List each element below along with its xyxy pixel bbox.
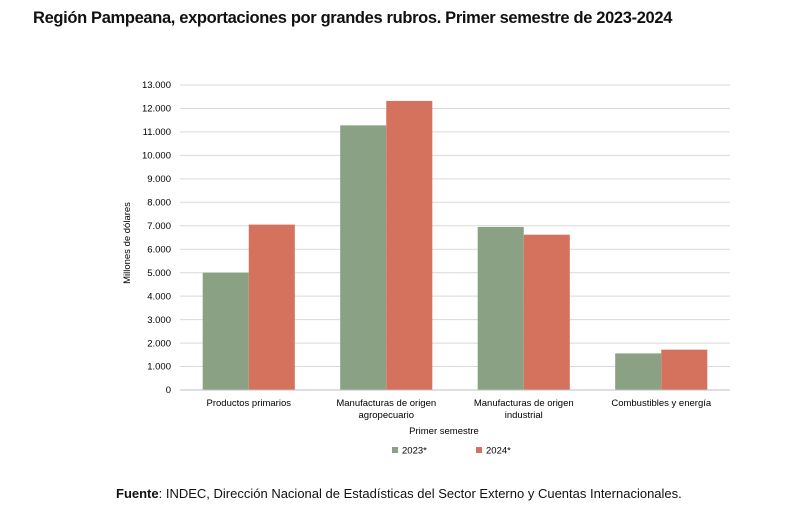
- x-tick-label: Productos primarios: [207, 398, 292, 409]
- legend: 2023* 2024*: [392, 446, 511, 457]
- bar-2023-3: [615, 353, 662, 390]
- bar-2023-0: [202, 272, 249, 390]
- y-tick-label: 1.000: [147, 362, 171, 373]
- y-tick-label: 10.000: [142, 151, 171, 162]
- source-note: Fuente: INDEC, Dirección Nacional de Est…: [116, 486, 682, 501]
- bar-2023-1: [340, 125, 387, 390]
- y-tick-label: 0: [166, 385, 171, 396]
- source-text: : INDEC, Dirección Nacional de Estadísti…: [158, 486, 682, 501]
- legend-label: 2024*: [486, 446, 511, 457]
- bar-2024-3: [661, 349, 708, 390]
- x-axis-category-labels: Productos primarios Manufacturas de orige…: [207, 398, 712, 421]
- y-tick-label: 3.000: [147, 315, 171, 326]
- y-tick-label: 7.000: [147, 221, 171, 232]
- chart-title: Región Pampeana, exportaciones por grand…: [33, 9, 673, 27]
- y-axis-label: Millones de dólares: [122, 202, 133, 284]
- y-tick-label: 6.000: [147, 244, 171, 255]
- x-tick-label: Manufacturas de origen agropecuario: [336, 398, 436, 421]
- x-axis-label: Primer semestre: [409, 426, 479, 437]
- x-tick-label: Manufacturas de origen industrial: [474, 398, 574, 421]
- bar-2024-2: [523, 234, 570, 390]
- legend-swatch: [476, 447, 482, 453]
- bar-2024-0: [248, 224, 295, 390]
- y-tick-label: 2.000: [147, 338, 171, 349]
- y-axis-ticks: 0 1.000 2.000 3.000 4.000 5.000 6.000 7.000 8.00…: [142, 80, 171, 396]
- bars: [202, 100, 708, 390]
- bar-2024-1: [386, 100, 433, 390]
- gridlines: [180, 84, 730, 368]
- y-tick-label: 13.000: [142, 80, 171, 91]
- y-tick-label: 12.000: [142, 104, 171, 115]
- bar-2023-2: [477, 226, 524, 390]
- legend-swatch: [392, 447, 398, 453]
- y-tick-label: 4.000: [147, 291, 171, 302]
- y-tick-label: 11.000: [143, 127, 171, 138]
- y-tick-label: 5.000: [147, 268, 171, 279]
- y-tick-label: 8.000: [147, 198, 171, 209]
- x-tick-label: Combustibles y energía: [611, 398, 712, 409]
- source-label: Fuente: [116, 486, 159, 501]
- legend-label: 2023*: [402, 446, 427, 457]
- y-tick-label: 9.000: [147, 174, 171, 185]
